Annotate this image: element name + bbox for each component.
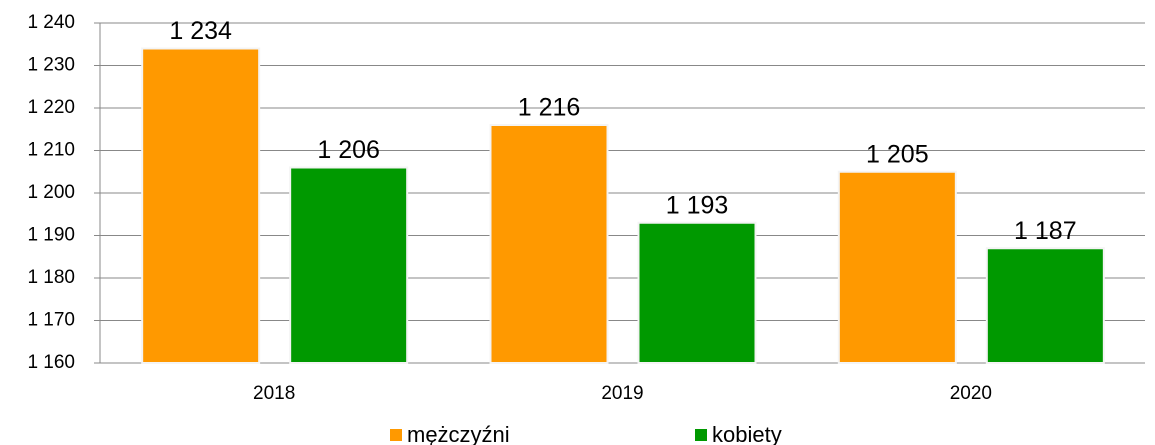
legend-swatch bbox=[390, 429, 402, 441]
bar bbox=[837, 170, 957, 364]
value-label: 1 234 bbox=[169, 17, 232, 45]
y-tick-label: 1 220 bbox=[27, 97, 75, 118]
value-label: 1 206 bbox=[317, 136, 380, 164]
bar bbox=[637, 221, 757, 364]
value-label: 1 216 bbox=[518, 94, 581, 122]
x-tick-label: 2020 bbox=[950, 383, 992, 404]
y-tick-label: 1 230 bbox=[27, 55, 75, 76]
value-label: 1 205 bbox=[866, 140, 929, 168]
value-label: 1 187 bbox=[1014, 217, 1077, 245]
y-tick-label: 1 190 bbox=[27, 225, 75, 246]
y-tick-label: 1 200 bbox=[27, 182, 75, 203]
value-label: 1 193 bbox=[666, 191, 729, 219]
y-tick-label: 1 160 bbox=[27, 352, 75, 373]
legend-swatch bbox=[695, 429, 707, 441]
y-tick-label: 1 240 bbox=[27, 12, 75, 33]
y-tick-label: 1 180 bbox=[27, 267, 75, 288]
legend-label: kobiety bbox=[712, 422, 782, 445]
legend-label: mężczyźni bbox=[407, 422, 510, 445]
bar bbox=[141, 47, 261, 364]
bar bbox=[289, 166, 409, 364]
y-tick-label: 1 210 bbox=[27, 140, 75, 161]
x-tick-label: 2018 bbox=[253, 383, 295, 404]
bar bbox=[489, 124, 609, 364]
bar bbox=[985, 247, 1105, 364]
x-tick-label: 2019 bbox=[601, 383, 643, 404]
y-tick-label: 1 170 bbox=[27, 310, 75, 331]
